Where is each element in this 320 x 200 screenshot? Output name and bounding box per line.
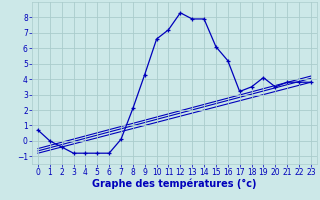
X-axis label: Graphe des températures (°c): Graphe des températures (°c) (92, 179, 257, 189)
